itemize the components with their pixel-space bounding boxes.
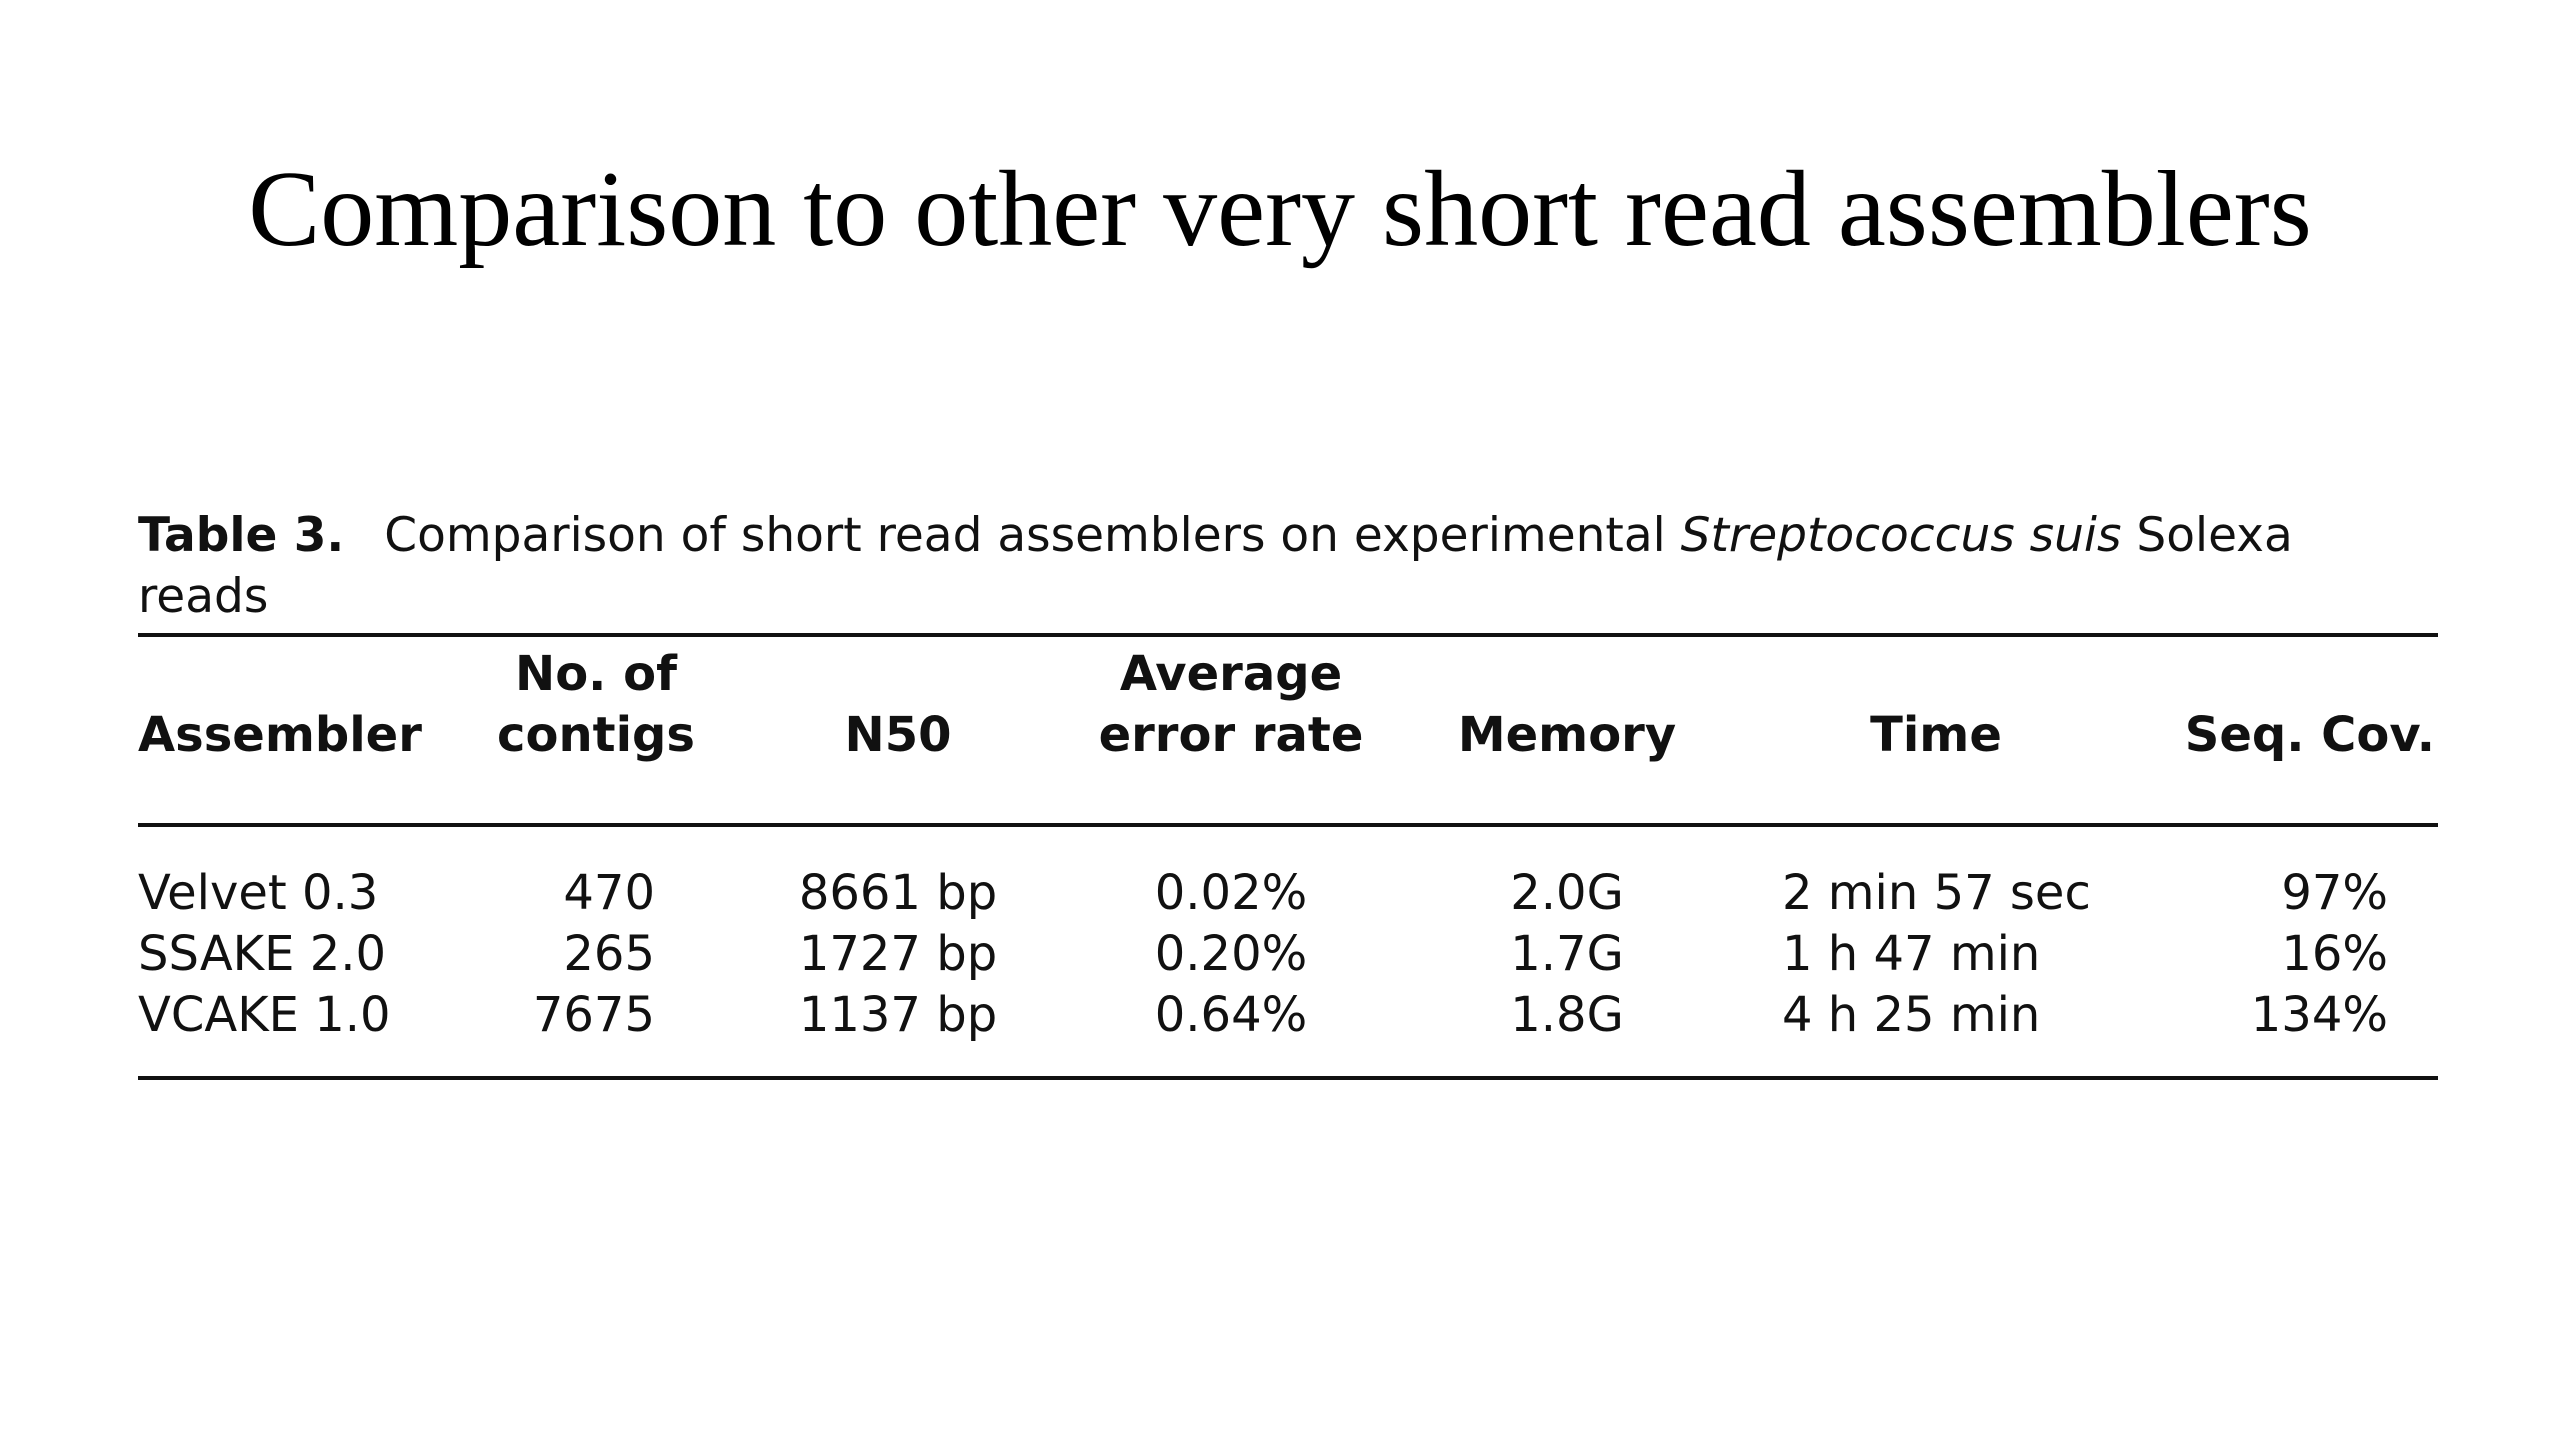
table-cell: 470 [563,865,655,921]
column-header: error rate [1098,707,1364,763]
table-cell: 7675 [532,987,655,1043]
table-cell: 1.8G [1510,987,1624,1043]
table-cell: 0.02% [1154,865,1308,921]
caption-text: Solexa reads [138,508,2293,624]
table-cell: 4 h 25 min [1782,987,2041,1043]
table-cell: VCAKE 1.0 [138,987,391,1043]
table-cell: 2.0G [1510,865,1624,921]
table-cell: SSAKE 2.0 [138,926,387,982]
column-header: Memory [1457,707,1677,763]
table-cell: 1.7G [1510,926,1624,982]
slide-title: Comparison to other very short read asse… [248,150,2312,269]
column-header: Seq. Cov. [2184,707,2435,763]
column-header: Time [1870,707,2002,763]
table-cell: 1 h 47 min [1782,926,2041,982]
column-header: Average [1119,646,1343,702]
table-cell: 0.20% [1154,926,1308,982]
table-cell: 1727 bp [798,926,998,982]
table-cell: 134% [2250,987,2388,1043]
table-cell: Velvet 0.3 [138,865,379,921]
table-rule [138,633,2438,637]
table-cell: 1137 bp [798,987,998,1043]
column-header: contigs [497,707,695,763]
table-cell: 8661 bp [798,865,998,921]
caption-text: Comparison of short read assemblers on e… [384,508,1681,563]
table-cell: 0.64% [1154,987,1308,1043]
caption-label: Table 3. [138,508,345,563]
table-cell: 265 [563,926,655,982]
table-rule [138,823,2438,827]
table-cell: 2 min 57 sec [1782,865,2091,921]
table-rule [138,1076,2438,1080]
column-header: N50 [844,707,952,763]
table-caption: Table 3. Comparison of short read assembl… [138,505,2438,627]
column-header: Assembler [138,707,422,763]
caption-species: Streptococcus suis [1680,508,2122,563]
column-header: No. of [515,646,677,702]
table-cell: 97% [2281,865,2388,921]
table-cell: 16% [2281,926,2388,982]
